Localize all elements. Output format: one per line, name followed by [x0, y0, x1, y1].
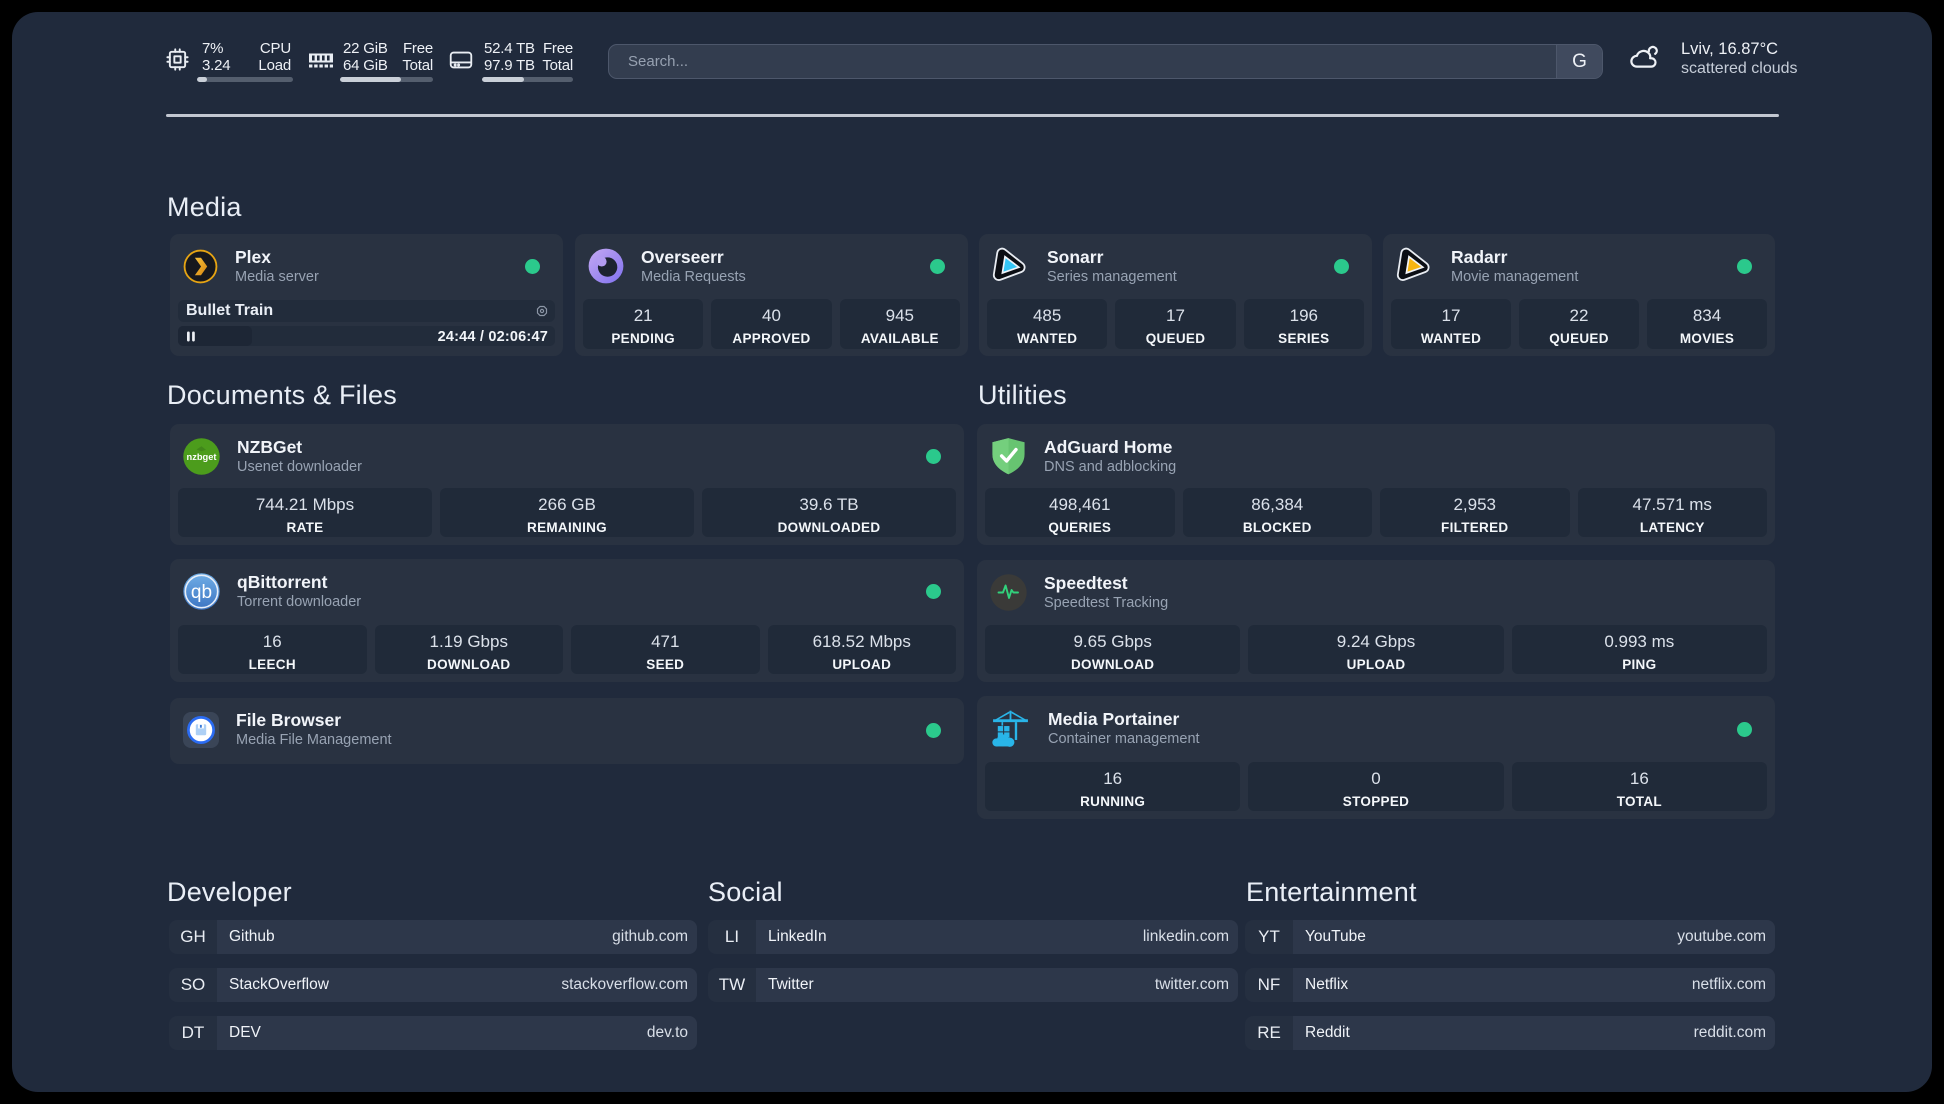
svg-text:nzbget: nzbget — [187, 452, 217, 462]
svg-text:qb: qb — [191, 582, 212, 603]
